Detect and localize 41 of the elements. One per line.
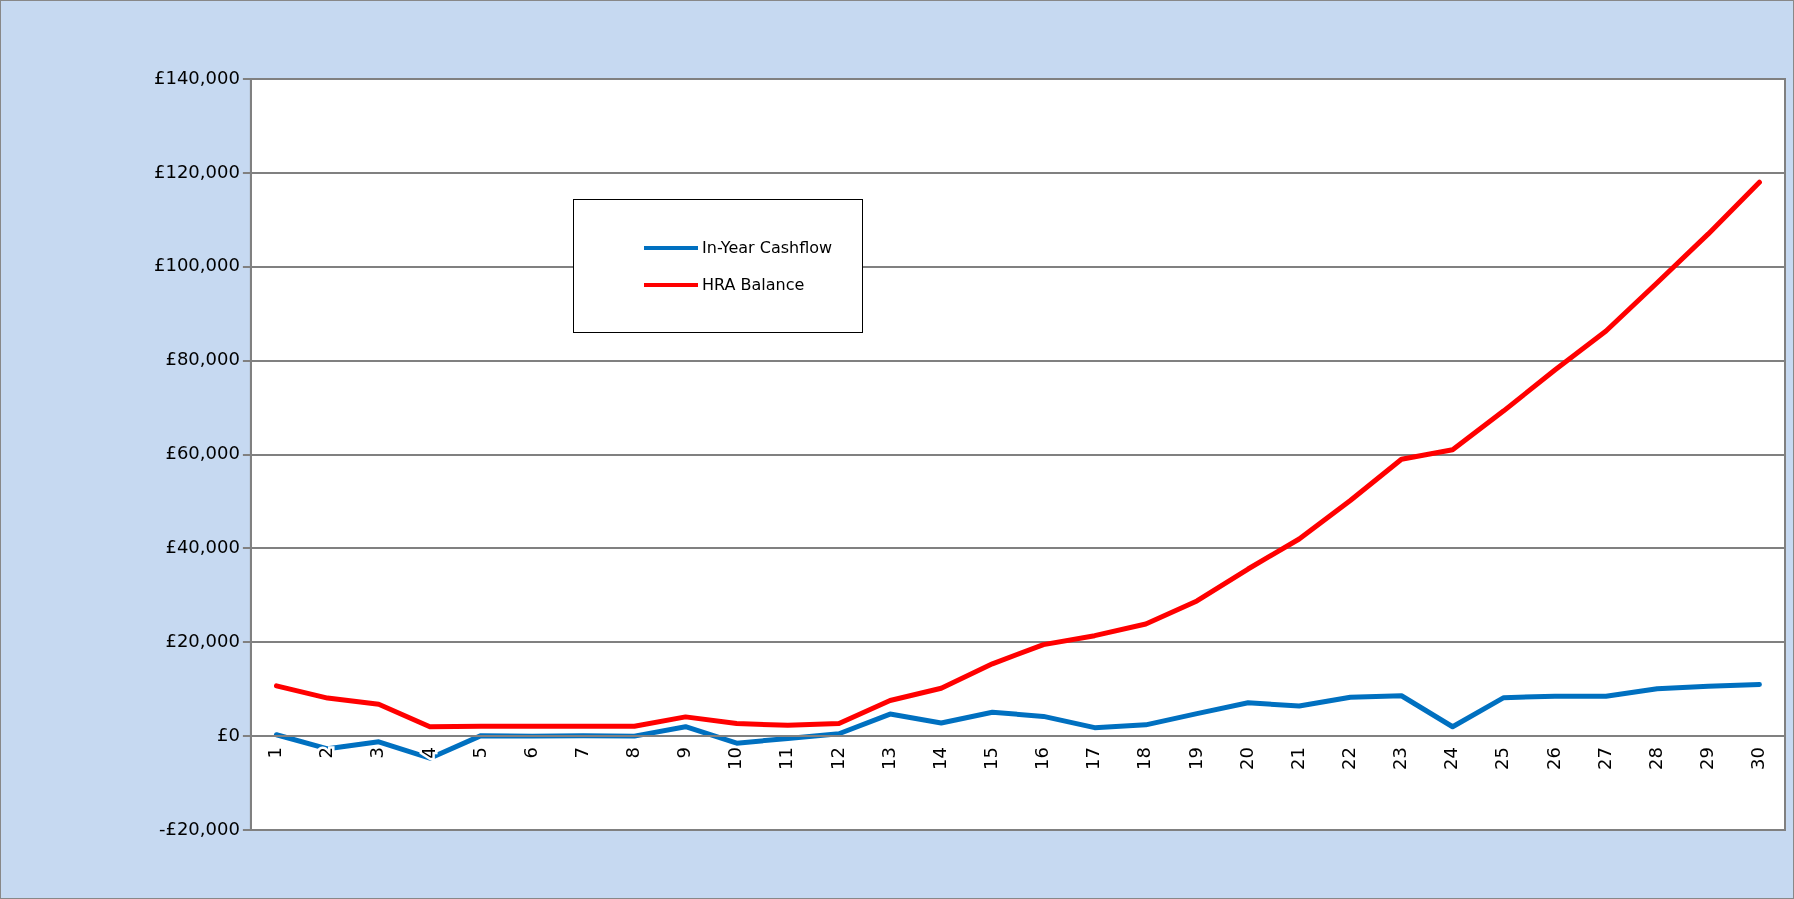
x-tick-label: 29 (1695, 747, 1717, 771)
x-tick-label: 3 (366, 747, 388, 759)
x-tick-label: 12 (826, 747, 848, 771)
y-tick-label: £0 (216, 723, 240, 745)
x-tick-label: 2 (315, 747, 337, 759)
y-tick-label: £80,000 (165, 348, 240, 370)
x-tick-label: 19 (1184, 747, 1206, 771)
x-tick-label: 8 (622, 747, 644, 759)
x-tick-label: 28 (1644, 747, 1666, 771)
x-tick-label: 7 (570, 747, 592, 759)
x-tick-label: 30 (1747, 747, 1769, 771)
legend-label: HRA Balance (702, 275, 805, 295)
x-tick-label: 25 (1491, 747, 1513, 771)
x-tick-label: 22 (1338, 747, 1360, 771)
y-tick-label: £120,000 (154, 160, 240, 182)
x-tick-label: 26 (1542, 747, 1564, 771)
x-tick-label: 14 (928, 747, 950, 771)
legend-label: In-Year Cashflow (702, 238, 833, 258)
x-tick-label: 15 (980, 747, 1002, 771)
x-tick-label: 11 (775, 747, 797, 771)
x-tick-label: 6 (519, 747, 541, 759)
y-tick-label: -£20,000 (158, 817, 240, 839)
x-tick-label: 17 (1082, 747, 1104, 771)
x-tick-label: 1 (264, 747, 286, 759)
x-tick-label: 13 (877, 747, 899, 771)
y-tick-label: £20,000 (165, 629, 240, 651)
y-tick-label: £140,000 (154, 66, 240, 88)
x-tick-label: 27 (1593, 747, 1615, 771)
x-tick-label: 9 (673, 747, 695, 759)
x-tick-label: 18 (1133, 747, 1155, 771)
x-tick-label: 10 (724, 747, 746, 771)
x-tick-label: 23 (1389, 747, 1411, 771)
x-tick-label: 20 (1235, 747, 1257, 771)
y-tick-label: £60,000 (165, 442, 240, 464)
x-tick-label: 21 (1286, 747, 1308, 771)
y-tick-label: £40,000 (165, 536, 240, 558)
x-tick-label: 4 (417, 747, 439, 759)
x-tick-label: 16 (1031, 747, 1053, 771)
x-tick-label: 24 (1440, 747, 1462, 771)
y-tick-label: £100,000 (154, 254, 240, 276)
x-tick-label: 5 (468, 747, 490, 759)
